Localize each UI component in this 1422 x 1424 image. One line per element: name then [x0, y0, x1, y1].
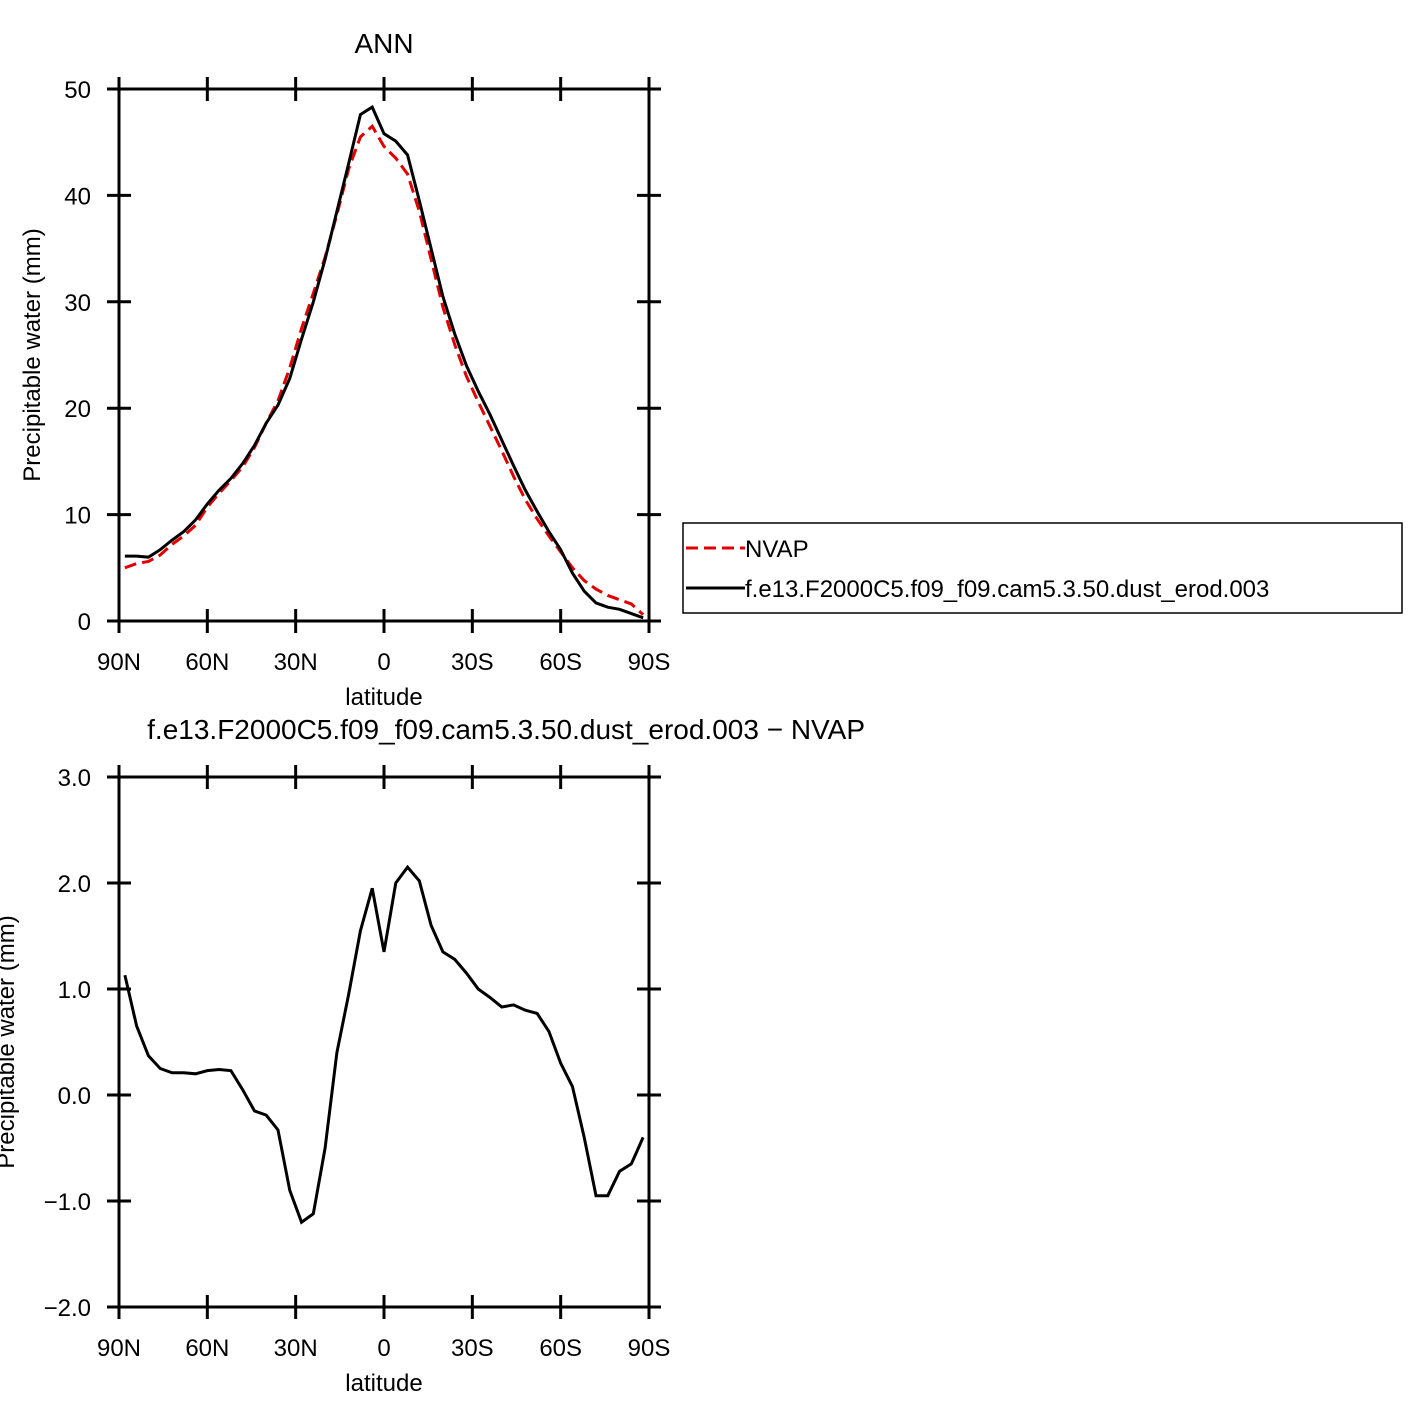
x-tick-label: 90N	[97, 1335, 141, 1362]
y-tick-label: −2.0	[44, 1295, 91, 1322]
x-tick-label: 60N	[185, 1335, 229, 1362]
plot-frame	[117, 775, 651, 1309]
chart-title: f.e13.F2000C5.f09_f09.cam5.3.50.dust_ero…	[147, 714, 865, 745]
y-tick-label: 50	[64, 77, 91, 104]
y-tick-label: 1.0	[58, 977, 91, 1004]
data-line	[123, 864, 645, 1225]
x-tick-label: 90S	[628, 1335, 671, 1362]
x-tick-label: 60S	[539, 649, 582, 676]
y-tick-label: 20	[64, 396, 91, 423]
y-axis-label: Precipitable water (mm)	[0, 915, 20, 1168]
y-tick-label: 10	[64, 503, 91, 530]
x-axis-label: latitude	[345, 684, 422, 711]
data-line	[124, 104, 644, 620]
data-line	[124, 123, 645, 616]
x-tick-label: 0	[377, 649, 390, 676]
x-tick-label: 30N	[274, 1335, 318, 1362]
y-tick-label: 3.0	[58, 765, 91, 792]
x-tick-label: 60N	[185, 649, 229, 676]
y-tick-label: 40	[64, 183, 91, 210]
x-tick-label: 30N	[274, 649, 318, 676]
y-axis-label: Precipitable water (mm)	[19, 228, 46, 481]
x-tick-label: 60S	[539, 1335, 582, 1362]
x-tick-label: 30S	[451, 1335, 494, 1362]
y-tick-label: 2.0	[58, 871, 91, 898]
x-tick-label: 90N	[97, 649, 141, 676]
y-tick-label: 0	[78, 609, 91, 636]
x-axis-label: latitude	[345, 1370, 422, 1397]
chart-title: ANN	[354, 28, 413, 59]
x-tick-label: 30S	[451, 649, 494, 676]
y-tick-label: −1.0	[44, 1189, 91, 1216]
x-tick-label: 90S	[628, 649, 671, 676]
legend-box	[682, 522, 1403, 614]
y-tick-label: 0.0	[58, 1083, 91, 1110]
y-tick-label: 30	[64, 290, 91, 317]
legend-label: f.e13.F2000C5.f09_f09.cam5.3.50.dust_ero…	[745, 576, 1269, 603]
plot-frame	[117, 87, 651, 623]
x-tick-label: 0	[377, 1335, 390, 1362]
legend-label: NVAP	[745, 536, 809, 563]
